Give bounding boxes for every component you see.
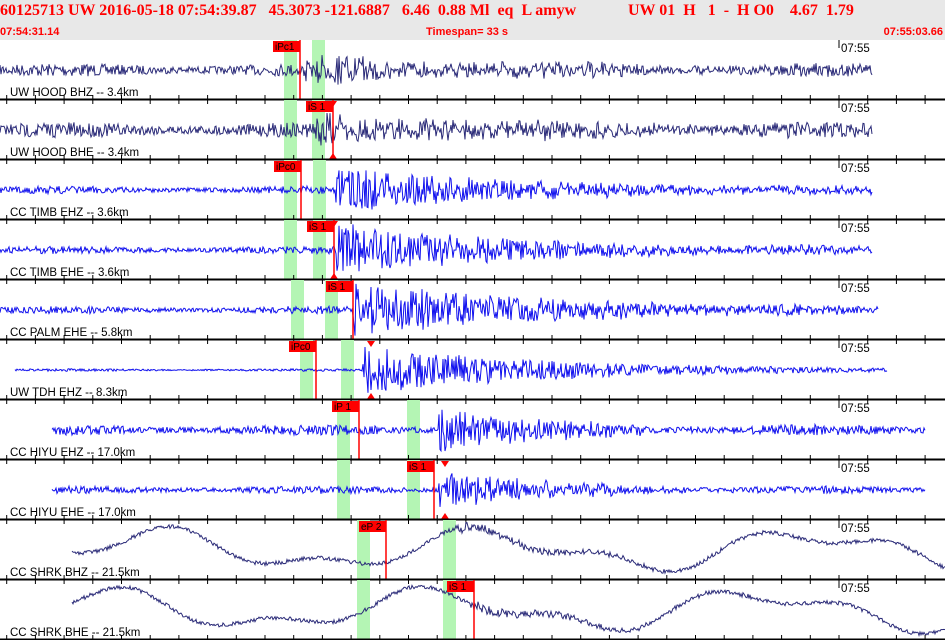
pick-label: iPc0: [291, 342, 311, 353]
amplitude-marker-bottom-icon: [330, 273, 338, 279]
amplitude-marker-bottom-icon: [367, 393, 375, 399]
pick-flag[interactable]: [307, 221, 334, 232]
seismogram-trace: [71, 521, 945, 575]
end-time: 07:55:03.66: [883, 26, 943, 38]
minute-label: 07:55: [841, 583, 870, 595]
event-header: 60125713 UW 2016-05-18 07:54:39.87 45.30…: [0, 0, 945, 40]
seismogram-trace: [51, 473, 926, 507]
s-window: [325, 280, 338, 340]
channel-label: CC SHRK BHE -- 21.5km: [10, 627, 140, 639]
pick-flag[interactable]: [359, 521, 386, 532]
amplitude-marker-top-icon: [329, 101, 337, 107]
seismogram-trace: [0, 55, 873, 85]
channel-panel[interactable]: iS 1 07:55 UW HOOD BHE -- 3.4km: [0, 100, 945, 164]
pick-label: iS 1: [449, 582, 467, 593]
channel-panel[interactable]: iS 1 07:55 CC SHRK BHE -- 21.5km: [0, 580, 945, 640]
seismogram-trace: [0, 224, 873, 272]
channel-label: CC HIYU EHZ -- 17.0km: [10, 447, 135, 459]
minute-label: 07:55: [841, 403, 870, 415]
minute-label: 07:55: [841, 343, 870, 355]
event-summary: 60125713 UW 2016-05-18 07:54:39.87 45.30…: [0, 2, 577, 19]
channel-panel[interactable]: iS 1 07:55 CC HIYU EHE -- 17.0km: [0, 460, 945, 524]
amplitude-marker-bottom-icon: [329, 153, 337, 159]
channel-panel[interactable]: iPc1 07:55 UW HOOD BHZ -- 3.4km: [0, 40, 945, 104]
minute-label: 07:55: [841, 223, 870, 235]
pick-label: iS 1: [309, 222, 327, 233]
pick-label: iS 1: [409, 462, 427, 473]
pick-flag[interactable]: [274, 161, 301, 172]
minute-label: 07:55: [841, 523, 870, 535]
amplitude-marker-bottom-icon: [441, 513, 449, 519]
pick-label: iPc1: [275, 42, 295, 53]
channel-label: CC PALM EHE -- 5.8km: [10, 327, 132, 339]
channel-label: CC HIYU EHE -- 17.0km: [10, 507, 136, 519]
event-solution-info: UW 01 H 1 - H O0 4.67 1.79: [628, 2, 854, 19]
p-window: [284, 220, 297, 280]
p-window: [337, 460, 350, 520]
pick-flag[interactable]: [289, 341, 316, 352]
s-window: [407, 400, 420, 460]
channel-panel[interactable]: iS 1 07:55 CC TIMB EHE -- 3.6km: [0, 220, 945, 284]
p-window: [357, 520, 370, 580]
pick-flag[interactable]: [407, 461, 434, 472]
seismogram-trace: [51, 409, 926, 453]
pick-flag[interactable]: [332, 401, 359, 412]
channel-label: UW TDH EHZ -- 8.3km: [10, 387, 127, 399]
pick-label: iPc0: [276, 162, 296, 173]
pick-label: eP 2: [361, 522, 382, 533]
pick-label: iP 1: [334, 402, 351, 413]
channel-panel[interactable]: eP 2 07:55 CC SHRK BHZ -- 21.5km: [0, 520, 945, 584]
s-window: [313, 160, 326, 220]
waveform-panels[interactable]: iPc1 07:55 UW HOOD BHZ -- 3.4km iS 1 07:55 UW…: [0, 40, 945, 640]
pick-flag[interactable]: [273, 41, 300, 52]
minute-label: 07:55: [841, 163, 870, 175]
amplitude-marker-top-icon: [367, 341, 375, 347]
p-window: [291, 280, 304, 340]
minute-label: 07:55: [841, 463, 870, 475]
pick-flag[interactable]: [326, 281, 353, 292]
channel-label: CC SHRK BHZ -- 21.5km: [10, 567, 140, 579]
pick-label: iS 1: [308, 102, 326, 113]
pick-flag[interactable]: [447, 581, 474, 592]
seismogram-trace: [0, 283, 879, 336]
channel-label: UW HOOD BHE -- 3.4km: [10, 147, 139, 159]
channel-panel[interactable]: iPc0 07:55 UW TDH EHZ -- 8.3km: [0, 340, 945, 404]
s-window: [407, 460, 420, 520]
pick-label: iS 1: [328, 282, 346, 293]
seismogram-trace: [0, 112, 873, 146]
channel-label: CC TIMB EHZ -- 3.6km: [10, 207, 129, 219]
seismogram-trace: [0, 170, 873, 210]
channel-panel[interactable]: iPc0 07:55 CC TIMB EHZ -- 3.6km: [0, 160, 945, 224]
minute-label: 07:55: [841, 103, 870, 115]
amplitude-marker-top-icon: [441, 461, 449, 467]
s-window: [443, 520, 456, 580]
s-window: [312, 40, 325, 100]
channel-panel[interactable]: iS 1 07:55 CC PALM EHE -- 5.8km: [0, 280, 945, 344]
seismogram-trace: [14, 346, 888, 393]
seismogram-trace: [71, 584, 945, 638]
minute-label: 07:55: [841, 43, 870, 55]
amplitude-marker-top-icon: [330, 221, 338, 227]
channel-label: CC TIMB EHE -- 3.6km: [10, 267, 129, 279]
channel-panel[interactable]: iP 1 07:55 CC HIYU EHZ -- 17.0km: [0, 400, 945, 464]
timespan: Timespan= 33 s: [426, 26, 509, 38]
minute-label: 07:55: [841, 283, 870, 295]
channel-label: UW HOOD BHZ -- 3.4km: [10, 87, 138, 99]
pick-flag[interactable]: [306, 101, 333, 112]
start-time: 07:54:31.14: [0, 26, 60, 38]
